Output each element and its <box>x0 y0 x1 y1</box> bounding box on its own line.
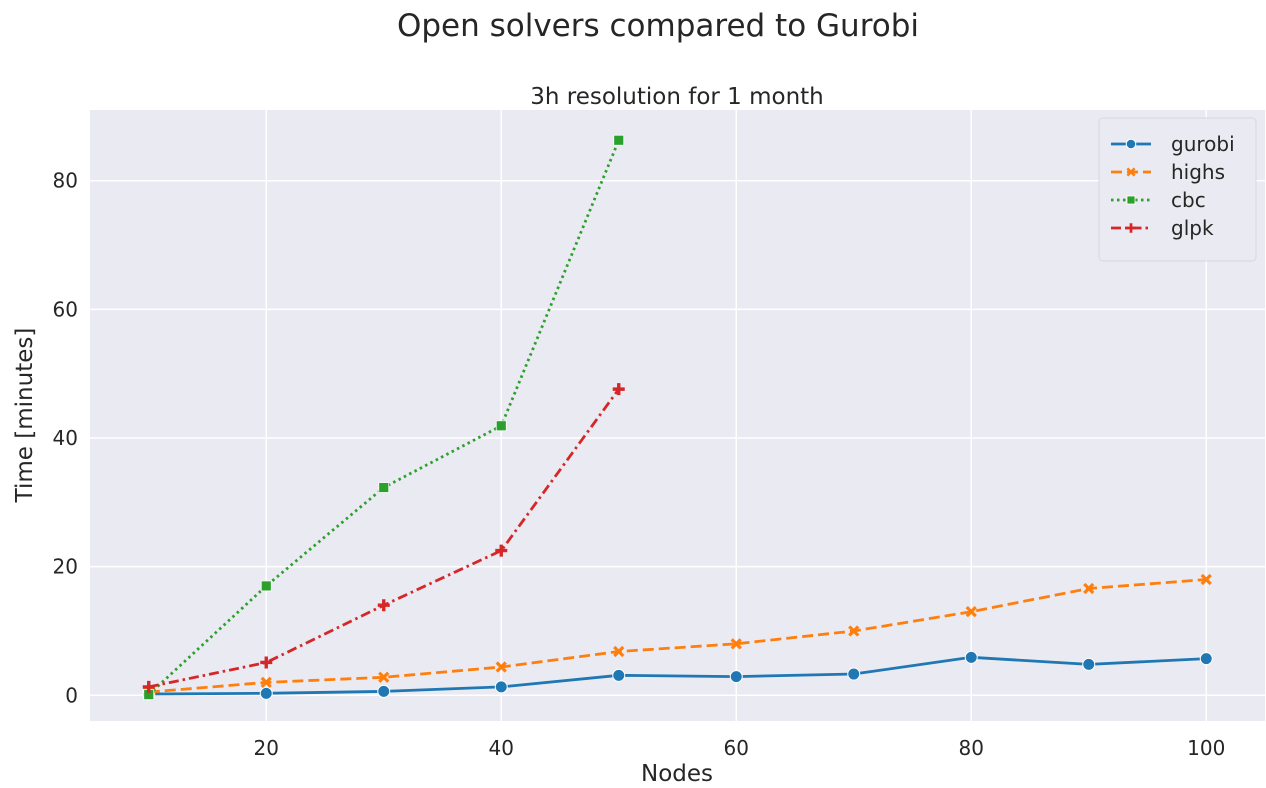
data-point-glpk <box>377 599 390 612</box>
y-tick-label: 80 <box>53 169 78 193</box>
data-point-cbc <box>613 134 625 146</box>
data-point-cbc <box>378 482 390 493</box>
data-point-highs <box>260 676 272 689</box>
x-tick-label: 100 <box>1187 736 1225 760</box>
data-point-highs <box>965 606 977 618</box>
legend-marker-gurobi <box>1125 138 1137 150</box>
legend-box <box>1098 117 1257 262</box>
data-point-gurobi <box>259 686 273 700</box>
series-highs <box>143 573 1212 698</box>
legend-marker-cbc <box>1126 195 1136 205</box>
data-point-highs <box>730 638 742 650</box>
x-tick-label: 60 <box>724 736 749 760</box>
data-point-glpk <box>612 383 625 396</box>
data-point-glpk <box>142 680 155 693</box>
data-point-gurobi <box>377 684 391 698</box>
data-point-gurobi <box>1199 652 1213 666</box>
series-cbc <box>143 134 625 701</box>
data-point-highs <box>848 625 860 637</box>
data-point-cbc <box>495 420 507 432</box>
data-point-highs <box>378 671 390 683</box>
y-tick-label: 20 <box>53 555 78 579</box>
data-point-cbc <box>260 580 272 592</box>
legend: gurobi highs cbc glpk <box>1098 117 1257 262</box>
y-tick-label: 0 <box>65 683 78 707</box>
series-glpk <box>142 383 625 693</box>
data-point-gurobi <box>729 670 743 684</box>
data-point-gurobi <box>964 650 978 664</box>
data-point-highs <box>495 661 507 673</box>
series-layer <box>142 134 1213 701</box>
series-gurobi <box>142 650 1213 701</box>
legend-label-highs: highs <box>1171 160 1225 184</box>
x-axis-label: Nodes <box>641 761 713 784</box>
data-point-gurobi <box>494 680 508 694</box>
data-point-gurobi <box>847 667 861 681</box>
y-tick-label: 40 <box>53 426 78 450</box>
legend-label-cbc: cbc <box>1171 188 1206 212</box>
data-point-highs <box>613 645 625 658</box>
plot-background <box>90 110 1265 721</box>
x-tick-label: 80 <box>959 736 984 760</box>
legend-marker-highs <box>1126 167 1136 177</box>
series-line-gurobi <box>148 655 1207 696</box>
legend-label-glpk: glpk <box>1171 216 1214 240</box>
series-line-highs <box>148 578 1207 694</box>
axis-layer: 20 40 60 80 100 0 20 40 60 80 <box>53 169 1226 760</box>
chart-title: 3h resolution for 1 month <box>530 84 824 110</box>
data-point-gurobi <box>612 668 626 682</box>
grid-lines <box>90 110 1265 721</box>
data-point-glpk <box>260 656 273 669</box>
y-axis-label: Time [minutes] <box>12 328 38 504</box>
data-point-highs <box>1083 582 1095 595</box>
x-tick-label: 40 <box>489 736 514 760</box>
data-point-glpk <box>495 544 508 557</box>
data-point-highs <box>1200 573 1212 586</box>
y-tick-label: 60 <box>53 297 78 321</box>
legend-marker-glpk <box>1126 223 1136 233</box>
x-tick-label: 20 <box>254 736 279 760</box>
figure-suptitle: Open solvers compared to Gurobi <box>396 8 920 44</box>
data-point-gurobi <box>1082 657 1096 671</box>
legend-label-gurobi: gurobi <box>1171 132 1235 156</box>
